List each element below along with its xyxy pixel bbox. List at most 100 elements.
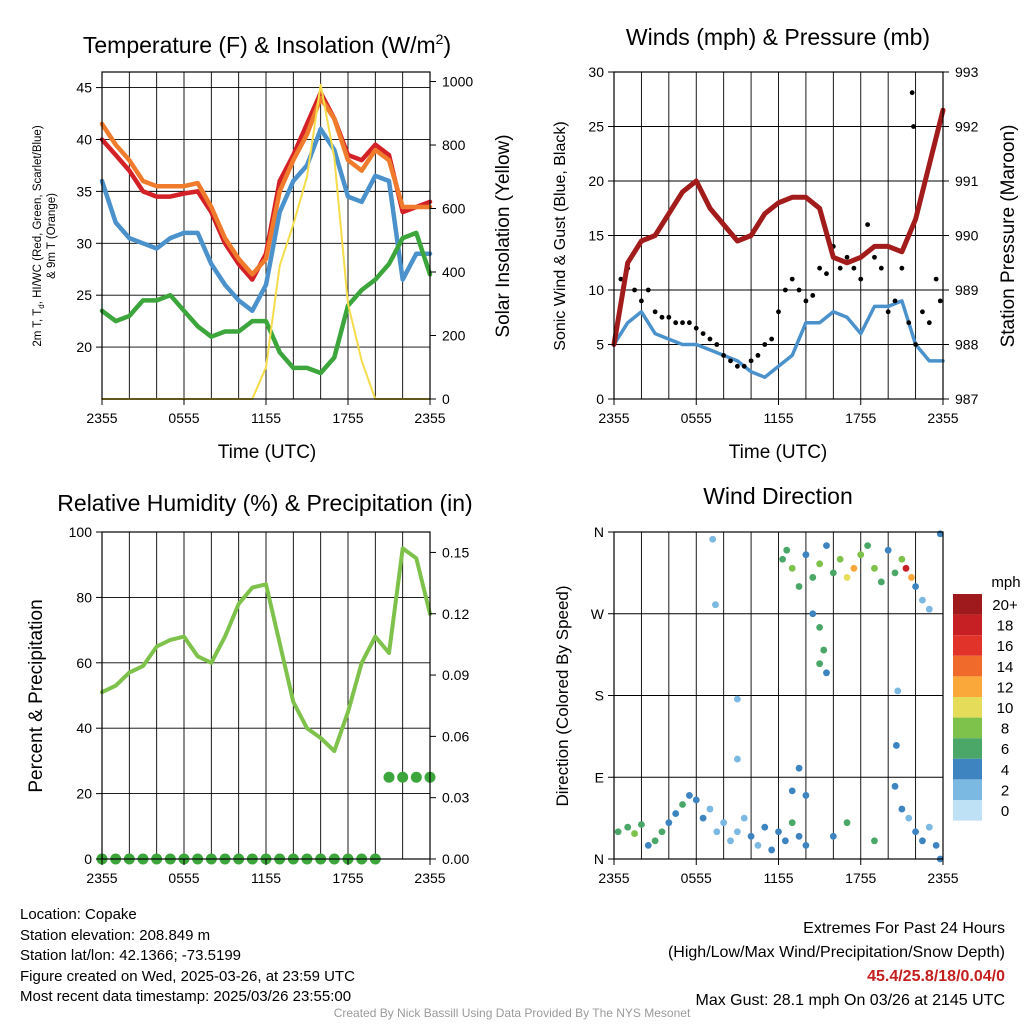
extremes-subtitle: (High/Low/Max Wind/Precipitation/Snow De… (667, 944, 1005, 961)
gust-point (844, 254, 850, 260)
x-tick-label: 1755 (845, 870, 876, 886)
gust-point (618, 276, 624, 282)
gust-point (892, 298, 898, 304)
direction-point (891, 569, 899, 577)
x-tick-label: 1755 (332, 410, 363, 426)
direction-title: Wind Direction (703, 483, 853, 509)
humidity-panel: Relative Humidity (%) & Precipitation (i… (26, 490, 473, 886)
direction-point (624, 823, 632, 831)
y-tick-label-right: 800 (442, 137, 466, 153)
direction-point (912, 583, 919, 590)
gust-point (659, 314, 665, 320)
direction-point (672, 810, 680, 817)
speed-legend-title: mph (991, 574, 1020, 591)
gust-point (837, 265, 843, 271)
x-tick-label: 0555 (681, 410, 712, 426)
direction-point (783, 546, 791, 554)
y-tick-label-left: 20 (76, 786, 92, 802)
y-tick-label-left: 30 (76, 235, 92, 251)
gust-point (693, 325, 699, 331)
gust-point (639, 298, 644, 304)
gust-point (728, 358, 733, 364)
gust-point (796, 287, 802, 293)
direction-point (898, 555, 906, 563)
y-tick-label-left: 45 (76, 80, 92, 96)
direction-point (720, 819, 728, 827)
extremes-info: Extremes For Past 24 Hours (High/Low/Max… (668, 917, 1005, 1013)
location-text: Location: Copake (20, 906, 137, 923)
direction-point (651, 837, 659, 845)
gust-point (755, 353, 761, 358)
extremes-values: 45.4/25.8/18/0.04/0 (867, 968, 1005, 985)
gust-point (652, 309, 658, 315)
y-tick-label-right: 987 (955, 391, 979, 407)
direction-point (802, 792, 810, 799)
direction-tick-label: E (595, 769, 604, 785)
direction-point (823, 669, 830, 677)
gust-point (645, 287, 651, 293)
gust-point (721, 353, 727, 358)
y-tick-label-left: 15 (588, 228, 604, 244)
direction-point (747, 832, 755, 840)
direction-point (788, 564, 796, 572)
direction-point (809, 610, 817, 618)
y-tick-label-left: 10 (588, 282, 604, 298)
gust-point (865, 222, 871, 228)
direction-point (816, 660, 824, 668)
y-tick-label-right: 400 (442, 264, 466, 280)
x-tick-label: 1755 (845, 410, 876, 426)
direction-point (850, 564, 858, 572)
gust-point (810, 293, 816, 298)
series-line-9m-t-orange- (99, 95, 433, 277)
direction-point (912, 828, 919, 836)
direction-tick-label: N (594, 524, 604, 540)
y-tick-label-left: 0 (84, 851, 92, 867)
legend-label: 20+ (992, 597, 1018, 614)
direction-point (779, 555, 787, 563)
temperature-ylabel-left-line2: & 9m T (Orange) (46, 193, 58, 279)
legend-label: 2 (1001, 782, 1009, 799)
direction-point (905, 814, 913, 822)
temperature-ylabel-left: 2m T, Td, HI/WC (Red, Green, Scarlet/Blu… (32, 125, 46, 346)
legend-swatch (953, 800, 982, 821)
y-tick-label-right: 988 (955, 337, 979, 353)
legend-swatch (953, 717, 982, 739)
direction-point (665, 819, 673, 827)
direction-point (709, 535, 717, 543)
gust-point (776, 309, 781, 315)
y-tick-label-right: 0.03 (442, 790, 469, 806)
y-tick-label-right: 1000 (442, 74, 473, 90)
direction-point (638, 821, 645, 828)
x-tick-label: 0555 (168, 870, 199, 886)
winds-ylabel-right: Station Pressure (Maroon) (998, 125, 1019, 348)
legend-label: 0 (1001, 803, 1009, 820)
y-tick-label-right: 0.15 (442, 544, 469, 560)
gust-point (666, 314, 672, 320)
direction-point (788, 819, 796, 827)
direction-point (816, 560, 824, 568)
x-tick-label: 0555 (681, 870, 712, 886)
series-line-relative-humidity (100, 546, 432, 754)
direction-point (877, 578, 885, 586)
legend-label: 12 (997, 679, 1014, 696)
y-tick-label-left: 80 (76, 589, 92, 605)
legend-swatch (953, 614, 982, 636)
y-tick-label-right: 989 (955, 282, 979, 298)
direction-point (919, 837, 926, 845)
direction-point (836, 555, 844, 563)
direction-point (908, 574, 915, 581)
precip-point (410, 771, 422, 783)
direction-point (733, 828, 741, 836)
direction-point (614, 828, 622, 836)
speed-legend: 20+ 18 16 14 12 10 8 6 4 2 0 (953, 594, 1018, 821)
y-tick-label-right: 993 (955, 64, 979, 80)
y-tick-label-left: 100 (69, 524, 93, 540)
x-tick-label: 1755 (332, 870, 363, 886)
gust-point (937, 298, 943, 304)
elevation-text: Station elevation: 208.849 m (20, 926, 211, 944)
series-line-td-green- (99, 230, 433, 376)
direction-point (892, 742, 900, 749)
y-tick-label-right: 991 (955, 173, 979, 189)
direction-point (857, 551, 865, 559)
